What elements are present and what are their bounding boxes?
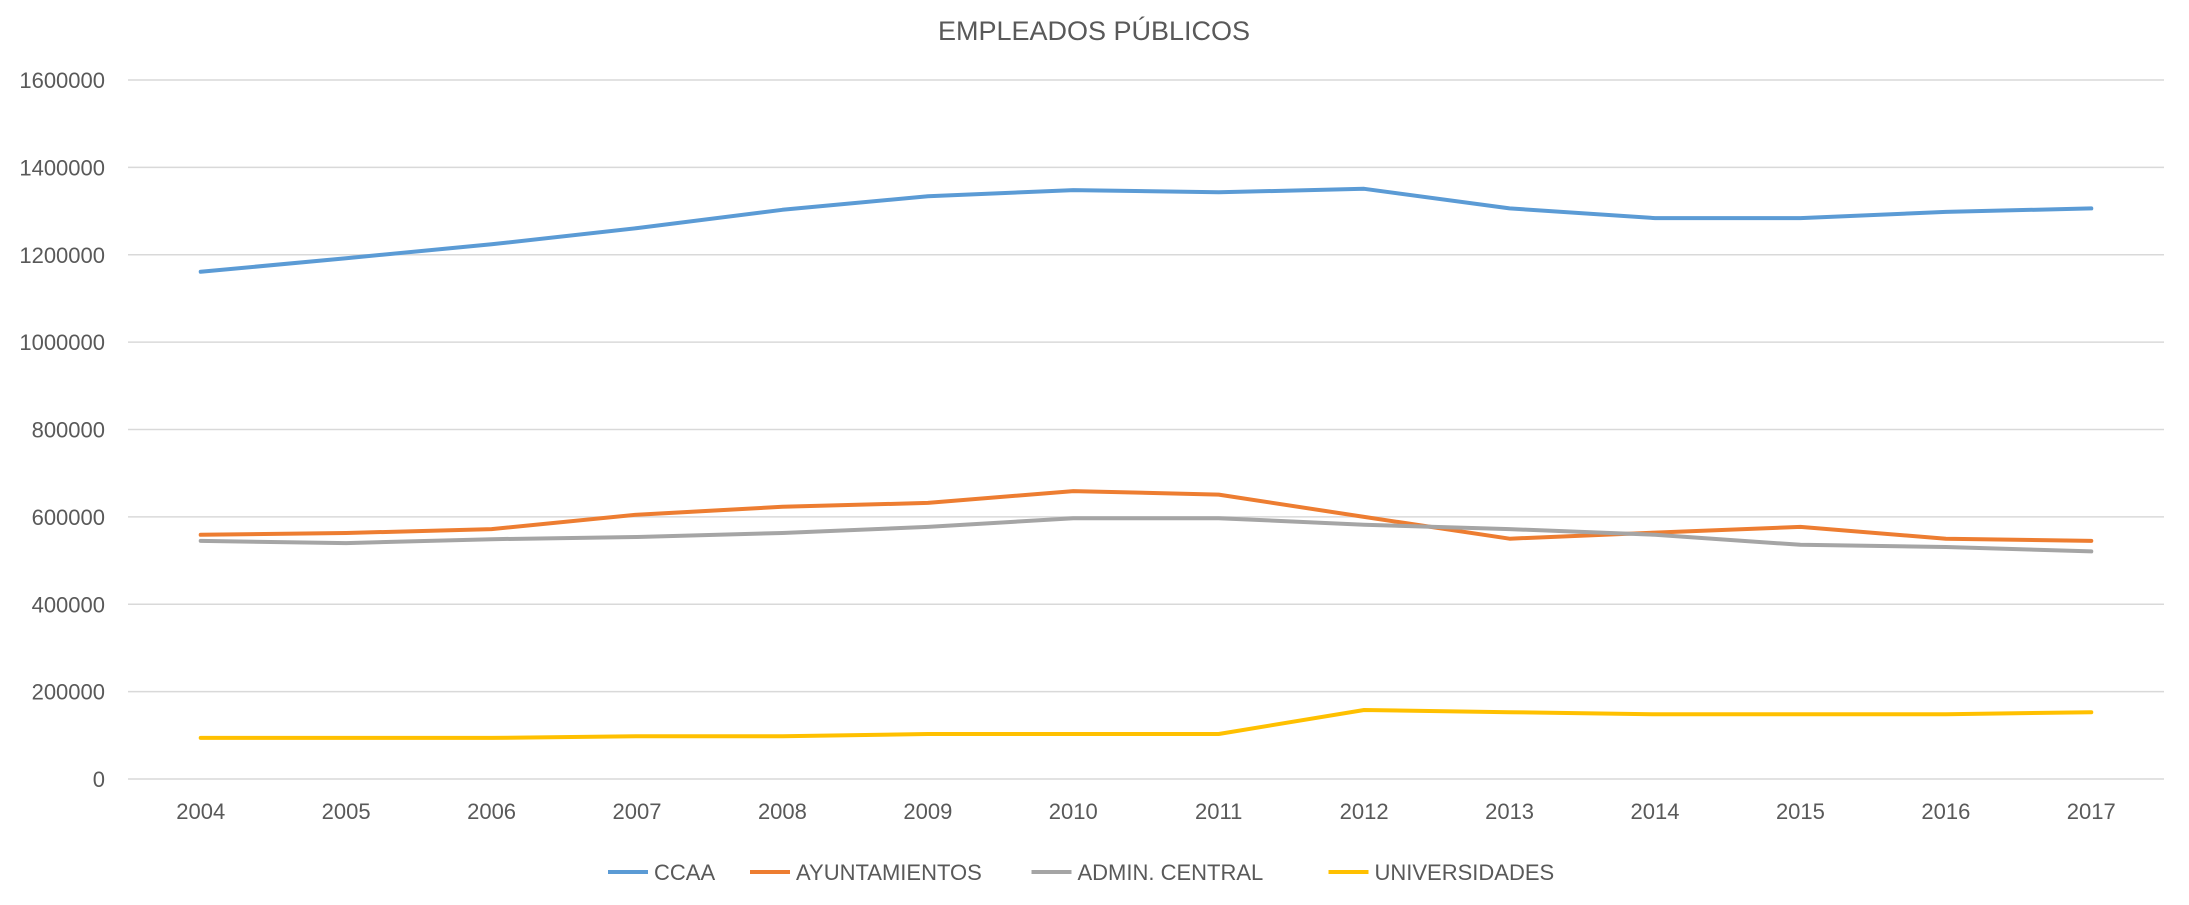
legend-item: CCAA — [608, 860, 715, 885]
y-tick-label: 1200000 — [19, 243, 105, 268]
x-tick-label: 2006 — [467, 799, 516, 824]
x-tick-label: 2004 — [176, 799, 225, 824]
legend-label: CCAA — [654, 860, 715, 885]
x-tick-label: 2013 — [1485, 799, 1534, 824]
y-tick-label: 0 — [93, 767, 105, 792]
series-line-2 — [198, 516, 2094, 554]
series-line-0 — [198, 186, 2094, 274]
legend-label: AYUNTAMIENTOS — [796, 860, 982, 885]
series-lines — [198, 186, 2094, 740]
y-tick-label: 400000 — [32, 592, 105, 617]
series-line-3 — [198, 708, 2094, 740]
legend-item: AYUNTAMIENTOS — [750, 860, 982, 885]
legend-item: ADMIN. CENTRAL — [1031, 860, 1264, 885]
y-axis: 0 200000 400000 600000 800000 1000000 1200000 1… — [19, 68, 105, 792]
x-tick-label: 2011 — [1195, 799, 1242, 824]
series-line-1 — [198, 489, 2094, 543]
x-axis: 2004 2005 2006 2007 2008 2009 2010 2011 2012 2013… — [176, 799, 2116, 824]
x-tick-label: 2009 — [903, 799, 952, 824]
x-tick-label: 2008 — [758, 799, 807, 824]
x-tick-label: 2005 — [322, 799, 371, 824]
chart-title: EMPLEADOS PÚBLICOS — [938, 15, 1250, 46]
x-tick-label: 2015 — [1776, 799, 1825, 824]
x-tick-label: 2012 — [1340, 799, 1389, 824]
x-tick-label: 2017 — [2067, 799, 2116, 824]
y-tick-label: 800000 — [32, 418, 105, 443]
x-tick-label: 2007 — [613, 799, 662, 824]
y-tick-label: 1400000 — [19, 155, 105, 180]
y-tick-label: 1600000 — [19, 68, 105, 93]
legend-label: UNIVERSIDADES — [1375, 860, 1555, 885]
gridlines — [128, 79, 2164, 780]
x-tick-label: 2016 — [1921, 799, 1970, 824]
x-tick-label: 2014 — [1631, 799, 1680, 824]
x-tick-label: 2010 — [1049, 799, 1098, 824]
legend-label: ADMIN. CENTRAL — [1078, 860, 1264, 885]
legend: CCAA AYUNTAMIENTOS ADMIN. CENTRAL UNIVERSID… — [608, 860, 1554, 885]
y-tick-label: 600000 — [32, 505, 105, 530]
y-tick-label: 1000000 — [19, 330, 105, 355]
y-tick-label: 200000 — [32, 680, 105, 705]
legend-item: UNIVERSIDADES — [1328, 860, 1555, 885]
